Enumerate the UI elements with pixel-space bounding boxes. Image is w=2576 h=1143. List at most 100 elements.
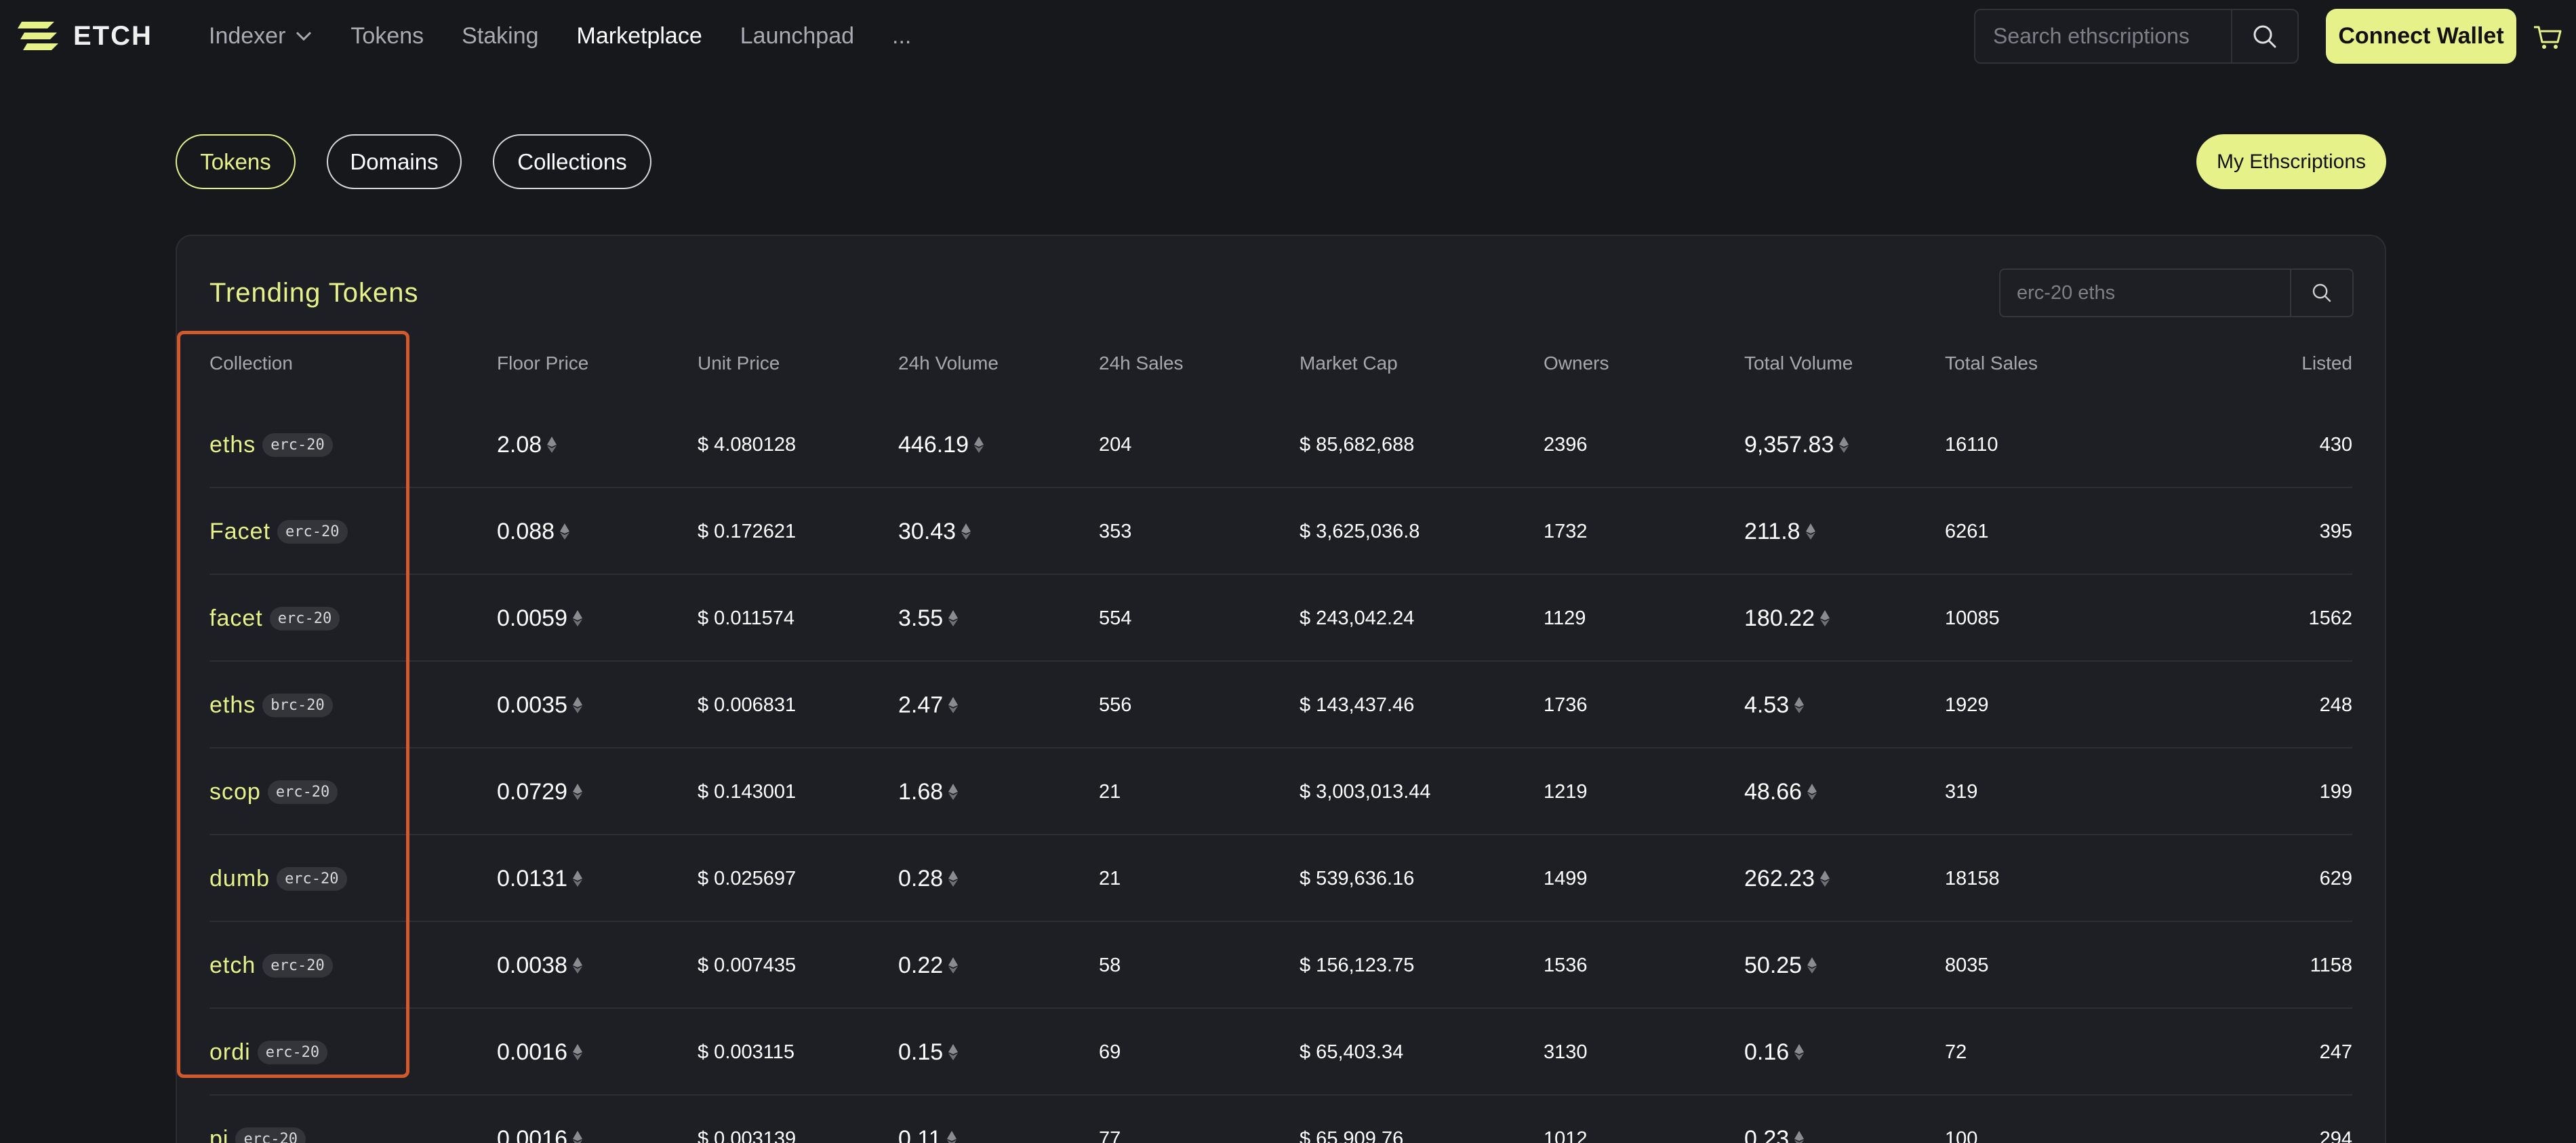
nav-indexer[interactable]: Indexer [209, 23, 313, 49]
total-sales-cell: 100 [1945, 1096, 1977, 1143]
eth-icon [948, 870, 959, 887]
my-ethscriptions-button[interactable]: My Ethscriptions [2196, 134, 2386, 189]
cart-icon[interactable] [2533, 24, 2562, 50]
token-search-button[interactable] [2290, 270, 2352, 316]
total-volume-cell: 211.8 [1744, 488, 1815, 575]
logo[interactable]: ETCH [18, 19, 153, 53]
market-cap-cell: $ 539,636.16 [1300, 835, 1414, 922]
total-volume-cell: 180.22 [1744, 575, 1830, 662]
owners: 1499 [1544, 867, 1588, 889]
nav-launchpad[interactable]: Launchpad [740, 22, 855, 49]
eth-icon [1807, 784, 1817, 800]
market-cap-cell: $ 3,625,036.8 [1300, 488, 1420, 575]
market-cap-cell: $ 3,003,013.44 [1300, 748, 1431, 835]
owners: 1012 [1544, 1127, 1588, 1143]
collection-cell: scop erc-20 [209, 748, 338, 835]
nav-staking[interactable]: Staking [462, 22, 539, 49]
eth-icon [948, 1044, 959, 1060]
volume-24h: 0.22 [898, 952, 944, 978]
owners-cell: 1129 [1544, 575, 1586, 662]
unit-price: $ 0.172621 [698, 520, 797, 542]
logo-text: ETCH [73, 20, 153, 51]
row-divider [209, 574, 2352, 575]
nav-tokens[interactable]: Tokens [350, 22, 424, 49]
column-header: Floor Price [497, 353, 589, 374]
collection-name: eths [209, 691, 256, 718]
protocol-badge: erc-20 [269, 606, 340, 630]
nav-indexer-label: Indexer [209, 22, 286, 49]
sales-24h: 21 [1099, 867, 1121, 889]
global-search-input[interactable] [1975, 10, 2233, 62]
total-volume: 262.23 [1744, 865, 1815, 891]
unit-price: $ 0.007435 [698, 954, 797, 976]
sales-24h-cell: 556 [1099, 662, 1131, 748]
column-header: Total Sales [1945, 353, 2038, 374]
total-sales-cell: 72 [1945, 1009, 1967, 1096]
listed-cell: 199 [2320, 748, 2352, 835]
total-volume-cell: 50.25 [1744, 922, 1817, 1009]
floor-price-cell: 0.0035 [497, 662, 582, 748]
collection-cell: eths brc-20 [209, 662, 333, 748]
eth-icon [1820, 870, 1830, 887]
total-volume: 0.16 [1744, 1039, 1790, 1065]
floor-price-cell: 0.0038 [497, 922, 582, 1009]
tab-domains[interactable]: Domains [327, 134, 462, 189]
total-volume-cell: 0.23 [1744, 1096, 1805, 1143]
global-search-button[interactable] [2231, 10, 2297, 62]
total-sales: 72 [1945, 1041, 1967, 1063]
collection-name: facet [209, 605, 263, 631]
unit-price: $ 0.143001 [698, 780, 797, 803]
table-row[interactable]: Facet erc-20 0.088 $ 0.172621 30.43 353 $ 3,62… [177, 488, 2385, 575]
total-volume-cell: 262.23 [1744, 835, 1830, 922]
floor-price: 0.0016 [497, 1125, 567, 1143]
listed-cell: 1562 [2308, 575, 2352, 662]
eth-icon [1839, 437, 1849, 453]
nav-marketplace[interactable]: Marketplace [576, 22, 702, 49]
tab-tokens[interactable]: Tokens [176, 134, 296, 189]
connect-wallet-button[interactable]: Connect Wallet [2326, 9, 2516, 64]
floor-price-cell: 0.0016 [497, 1096, 582, 1143]
column-header: 24h Sales [1099, 353, 1184, 374]
collection-cell: pi erc-20 [209, 1096, 306, 1143]
market-cap-cell: $ 243,042.24 [1300, 575, 1414, 662]
table-row[interactable]: dumb erc-20 0.0131 $ 0.025697 0.28 21 $ 539,63… [177, 835, 2385, 922]
main-nav: Indexer Tokens Staking Marketplace Launc… [209, 0, 949, 72]
market-cap: $ 3,625,036.8 [1300, 520, 1420, 542]
total-sales: 6261 [1945, 520, 1989, 542]
listed-cell: 248 [2320, 662, 2352, 748]
floor-price-cell: 0.088 [497, 488, 570, 575]
market-cap: $ 243,042.24 [1300, 607, 1415, 629]
table-row[interactable]: etch erc-20 0.0038 $ 0.007435 0.22 58 $ 156,12… [177, 922, 2385, 1009]
row-divider [209, 1007, 2352, 1009]
listed-cell: 395 [2320, 488, 2352, 575]
floor-price: 0.088 [497, 518, 555, 544]
collection-cell: dumb erc-20 [209, 835, 347, 922]
volume-24h-cell: 0.15 [898, 1009, 959, 1096]
table-row[interactable]: facet erc-20 0.0059 $ 0.011574 3.55 554 $ 243,… [177, 575, 2385, 662]
column-header: 24h Volume [898, 353, 999, 374]
total-sales: 16110 [1945, 433, 1998, 456]
table-row[interactable]: eths erc-20 2.08 $ 4.080128 446.19 204 $ 85,68… [177, 401, 2385, 488]
volume-24h-cell: 30.43 [898, 488, 971, 575]
listed-count: 629 [2319, 867, 2352, 889]
token-search-input[interactable] [2000, 270, 2285, 316]
collection-name: ordi [209, 1039, 251, 1065]
total-sales-cell: 6261 [1945, 488, 1989, 575]
top-navbar: ETCH Indexer Tokens Staking Marketplace … [0, 0, 2576, 72]
owners-cell: 2396 [1544, 401, 1588, 488]
volume-24h: 30.43 [898, 518, 957, 544]
sales-24h-cell: 21 [1099, 835, 1121, 922]
tab-collections[interactable]: Collections [493, 134, 651, 189]
listed-count: 294 [2319, 1127, 2352, 1143]
volume-24h: 446.19 [898, 431, 969, 458]
table-row[interactable]: ordi erc-20 0.0016 $ 0.003115 0.15 69 $ 65,403… [177, 1009, 2385, 1096]
unit-price: $ 0.011574 [698, 607, 794, 629]
table-row[interactable]: eths brc-20 0.0035 $ 0.006831 2.47 556 $ 143,4… [177, 662, 2385, 748]
table-row[interactable]: scop erc-20 0.0729 $ 0.143001 1.68 21 $ 3,003,… [177, 748, 2385, 835]
unit-price: $ 4.080128 [698, 433, 797, 456]
eth-icon [573, 610, 582, 626]
nav-more[interactable]: ... [892, 22, 912, 49]
column-header: Owners [1544, 353, 1609, 374]
floor-price-cell: 0.0059 [497, 575, 582, 662]
table-row[interactable]: pi erc-20 0.0016 $ 0.003139 0.11 77 $ 65,909.7… [177, 1096, 2385, 1143]
